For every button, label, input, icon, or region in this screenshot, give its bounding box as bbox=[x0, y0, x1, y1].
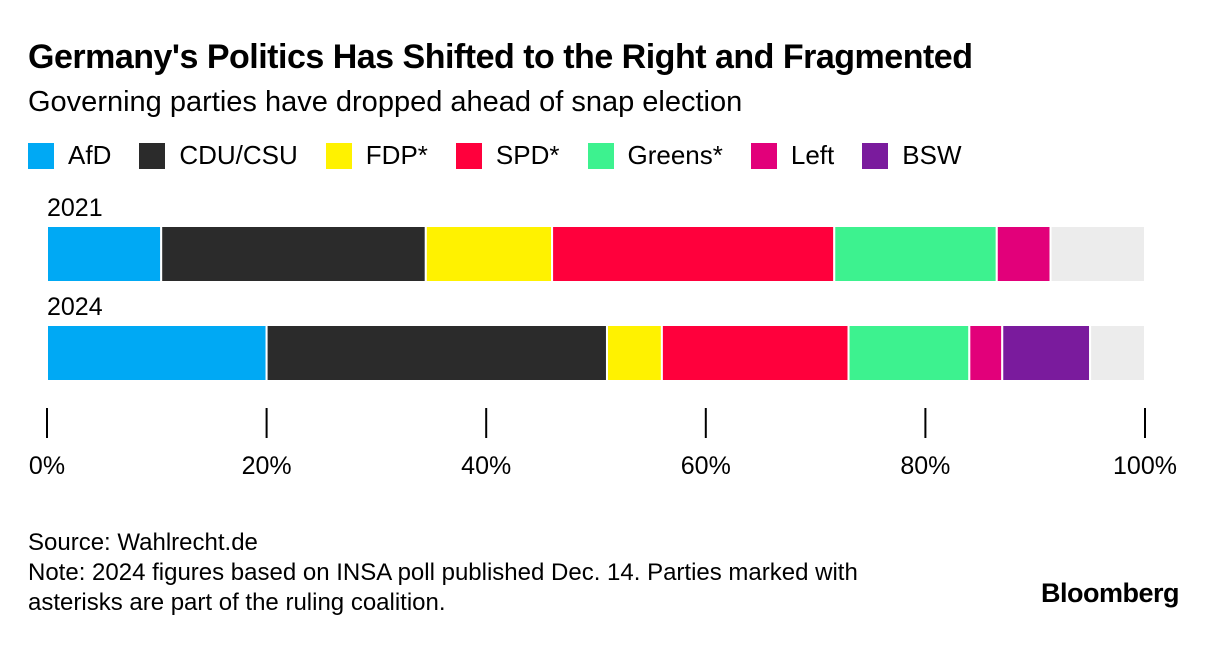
category-label: 2021 bbox=[47, 194, 103, 222]
legend-label-fdp: FDP* bbox=[365, 140, 428, 170]
legend-item-spd: SPD* bbox=[455, 140, 560, 171]
bar-segment bbox=[1049, 225, 1147, 283]
legend-label-spd: SPD* bbox=[495, 140, 560, 170]
x-tick-label: 100% bbox=[1113, 452, 1177, 480]
bar-segment bbox=[968, 324, 1004, 382]
legend-swatch-fdp bbox=[325, 142, 352, 169]
bar-segment bbox=[160, 225, 427, 283]
legend-swatch-cdu-csu bbox=[139, 142, 166, 169]
bar-segment bbox=[833, 225, 998, 283]
x-tick-label: 60% bbox=[681, 452, 731, 480]
footer: Source: Wahlrecht.de Note: 2024 figures … bbox=[28, 528, 858, 618]
source-note: Source: Wahlrecht.de bbox=[28, 529, 258, 556]
legend: AfD CDU/CSU FDP* SPD* Greens* Left BSW bbox=[28, 140, 990, 171]
legend-swatch-greens bbox=[587, 142, 614, 169]
legend-swatch-afd bbox=[28, 142, 54, 169]
legend-item-bsw: BSW bbox=[862, 140, 962, 171]
legend-swatch-spd bbox=[455, 142, 482, 169]
bar-segment bbox=[551, 225, 836, 283]
bar-segment bbox=[46, 225, 163, 283]
bar-segment bbox=[1089, 324, 1146, 382]
legend-item-left: Left bbox=[750, 140, 835, 171]
footnote-line-1: Note: 2024 figures based on INSA poll pu… bbox=[28, 559, 858, 586]
legend-label-left: Left bbox=[790, 140, 835, 170]
legend-swatch-left bbox=[750, 142, 777, 169]
bar-segment bbox=[1001, 324, 1092, 382]
legend-label-bsw: BSW bbox=[902, 140, 962, 170]
stacked-bar-chart: 2021 2024 0% 20% 40% 60% 80% 100% bbox=[29, 194, 1177, 480]
legend-item-greens: Greens* bbox=[587, 140, 723, 171]
bar-segment bbox=[265, 324, 608, 382]
footnote-line-2: asterisks are part of the ruling coaliti… bbox=[28, 589, 446, 616]
bar-segment bbox=[605, 324, 663, 382]
legend-label-greens: Greens* bbox=[627, 140, 723, 170]
bar-segment bbox=[660, 324, 850, 382]
x-tick-label: 20% bbox=[242, 452, 292, 480]
legend-item-afd: AfD bbox=[28, 140, 111, 171]
legend-swatch-bsw bbox=[862, 142, 889, 169]
bar-segment bbox=[995, 225, 1052, 283]
bar-segment bbox=[46, 324, 268, 382]
legend-item-fdp: FDP* bbox=[325, 140, 428, 171]
legend-item-cdu-csu: CDU/CSU bbox=[139, 140, 298, 171]
bloomberg-logo: Bloomberg bbox=[1040, 578, 1180, 608]
legend-label-cdu-csu: CDU/CSU bbox=[179, 140, 298, 170]
x-tick-label: 80% bbox=[900, 452, 950, 480]
x-tick-label: 40% bbox=[461, 452, 511, 480]
bar-segment bbox=[847, 324, 971, 382]
chart-title: Germany's Politics Has Shifted to the Ri… bbox=[28, 38, 973, 76]
chart-subtitle: Governing parties have dropped ahead of … bbox=[28, 86, 743, 118]
x-tick-label: 0% bbox=[29, 452, 65, 480]
category-label: 2024 bbox=[47, 293, 103, 321]
legend-label-afd: AfD bbox=[68, 140, 112, 170]
bar-segment bbox=[424, 225, 554, 283]
